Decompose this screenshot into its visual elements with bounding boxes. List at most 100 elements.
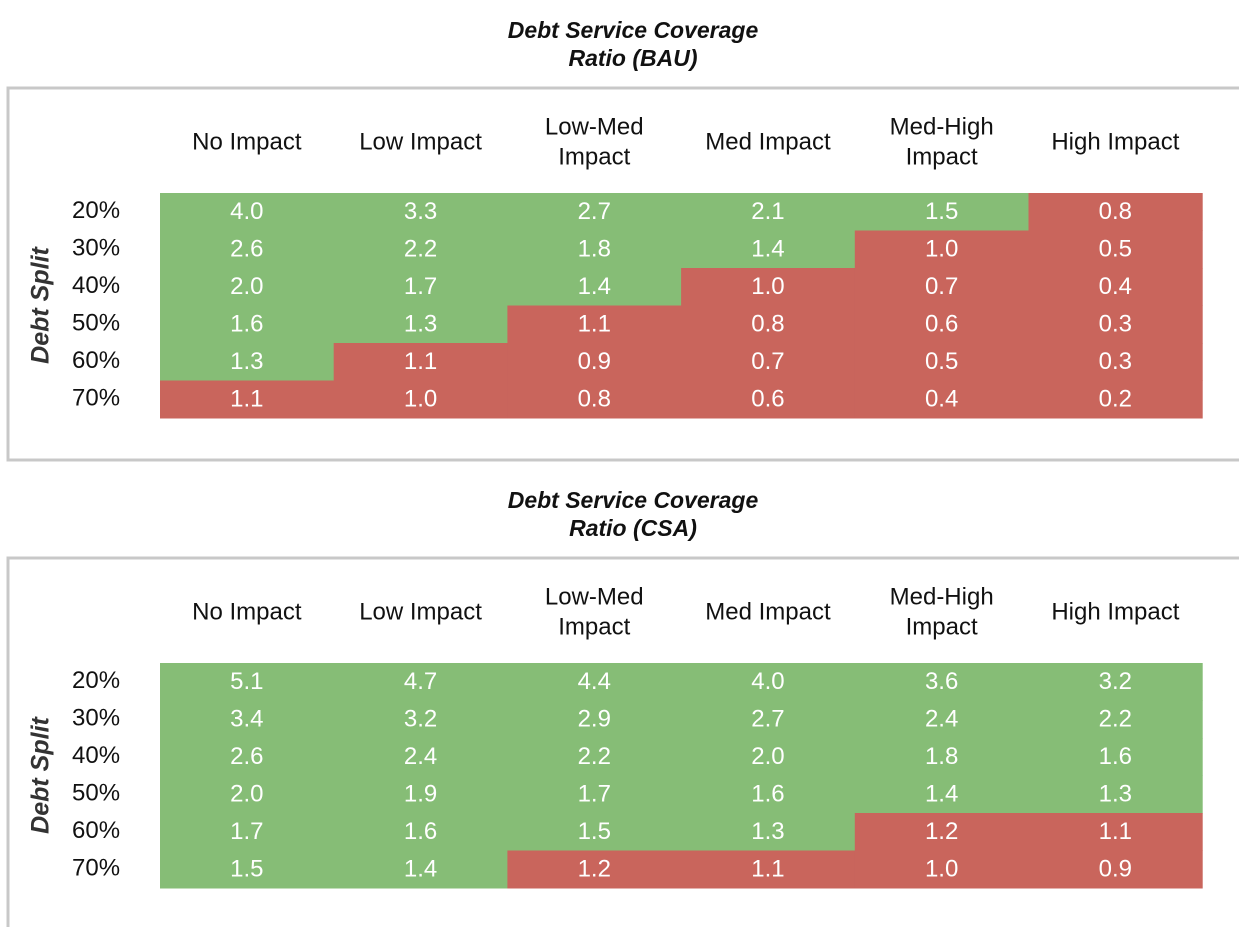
cell-value: 3.6 <box>925 668 958 695</box>
cell-value: 0.5 <box>1099 236 1132 263</box>
cell <box>854 268 1029 306</box>
cell-value: 1.8 <box>925 743 958 770</box>
cell-value: 1.4 <box>578 273 611 300</box>
cell-value: 2.2 <box>1099 706 1132 733</box>
table-title: Ratio (CSA) <box>569 515 697 541</box>
cell <box>333 738 508 776</box>
cell <box>333 813 508 851</box>
cell <box>160 193 335 231</box>
column-header: No Impact <box>192 128 302 155</box>
cell-value: 1.1 <box>404 348 437 375</box>
cell-value: 1.4 <box>404 856 437 883</box>
frame <box>6 556 1239 927</box>
column-header: Med-High <box>890 583 994 610</box>
row-header: 70% <box>72 855 120 882</box>
cell <box>333 305 508 344</box>
cell <box>681 380 856 419</box>
cell <box>507 775 682 814</box>
cell-value: 2.2 <box>404 236 437 263</box>
cell <box>333 380 508 419</box>
cell-value: 2.7 <box>751 706 784 733</box>
column-header: Impact <box>906 613 978 640</box>
row-header: 30% <box>72 705 120 732</box>
row-header: 20% <box>72 197 120 224</box>
cell-value: 0.7 <box>925 273 958 300</box>
cell-value: 4.4 <box>578 668 611 695</box>
cell <box>1028 813 1203 851</box>
cell <box>507 268 682 306</box>
cell-value: 1.7 <box>230 818 263 845</box>
cell <box>507 230 682 269</box>
cell <box>507 700 682 739</box>
cell-value: 1.7 <box>404 273 437 300</box>
row-header: 50% <box>72 780 120 807</box>
column-header: Med-High <box>890 113 994 140</box>
cell <box>681 738 856 776</box>
cell-value: 3.3 <box>404 198 437 225</box>
row-header: 20% <box>72 667 120 694</box>
cell-value: 2.0 <box>230 781 263 808</box>
cell-value: 1.3 <box>230 348 263 375</box>
cell <box>854 738 1029 776</box>
cell-value: 2.7 <box>578 198 611 225</box>
row-header: 60% <box>72 347 120 374</box>
cell-value: 1.1 <box>1099 818 1132 845</box>
cell <box>1028 775 1203 814</box>
cell <box>681 230 856 269</box>
cell <box>1028 850 1203 889</box>
cell <box>681 850 856 889</box>
cell <box>160 850 335 889</box>
cell <box>160 738 335 776</box>
cell <box>160 700 335 739</box>
cell <box>160 380 335 419</box>
cell-value: 1.6 <box>404 818 437 845</box>
cell-value: 1.2 <box>925 818 958 845</box>
cell-value: 1.3 <box>404 311 437 338</box>
cell-value: 0.8 <box>1099 198 1132 225</box>
cell-value: 0.9 <box>578 348 611 375</box>
cell-value: 1.3 <box>1099 781 1132 808</box>
cell-value: 1.0 <box>925 236 958 263</box>
cell-value: 0.3 <box>1099 311 1132 338</box>
cell-value: 1.0 <box>404 386 437 413</box>
cell-value: 2.4 <box>925 706 958 733</box>
cell-value: 1.9 <box>404 781 437 808</box>
cell-value: 0.6 <box>925 311 958 338</box>
cell <box>333 663 508 701</box>
cell <box>507 305 682 344</box>
cell <box>160 663 335 701</box>
cell <box>854 700 1029 739</box>
cell-value: 2.4 <box>404 743 437 770</box>
cell <box>333 193 508 231</box>
cell-value: 1.1 <box>230 386 263 413</box>
cell-value: 1.2 <box>578 856 611 883</box>
cell-value: 1.4 <box>751 236 784 263</box>
cell-value: 0.9 <box>1099 856 1132 883</box>
cell <box>1028 305 1203 344</box>
cell-value: 1.3 <box>751 818 784 845</box>
cell-value: 4.0 <box>751 668 784 695</box>
column-header: Low-Med <box>545 583 644 610</box>
cell <box>160 343 335 381</box>
cell <box>333 268 508 306</box>
cell-value: 4.0 <box>230 198 263 225</box>
cell-value: 1.5 <box>578 818 611 845</box>
cell-value: 2.0 <box>751 743 784 770</box>
cell <box>681 305 856 344</box>
cell-value: 0.8 <box>578 386 611 413</box>
cell-value: 1.6 <box>230 311 263 338</box>
cell-value: 5.1 <box>230 668 263 695</box>
cell-value: 3.4 <box>230 706 263 733</box>
row-header: 70% <box>72 385 120 412</box>
row-axis-label: Debt Split <box>27 715 55 833</box>
cell-value: 3.2 <box>404 706 437 733</box>
table-title: Debt Service Coverage <box>508 487 759 513</box>
cell-value: 2.6 <box>230 743 263 770</box>
row-header: 40% <box>72 742 120 769</box>
cell <box>333 343 508 381</box>
cell-value: 1.5 <box>925 198 958 225</box>
cell-value: 1.6 <box>751 781 784 808</box>
cell <box>854 663 1029 701</box>
frame <box>6 86 1239 462</box>
